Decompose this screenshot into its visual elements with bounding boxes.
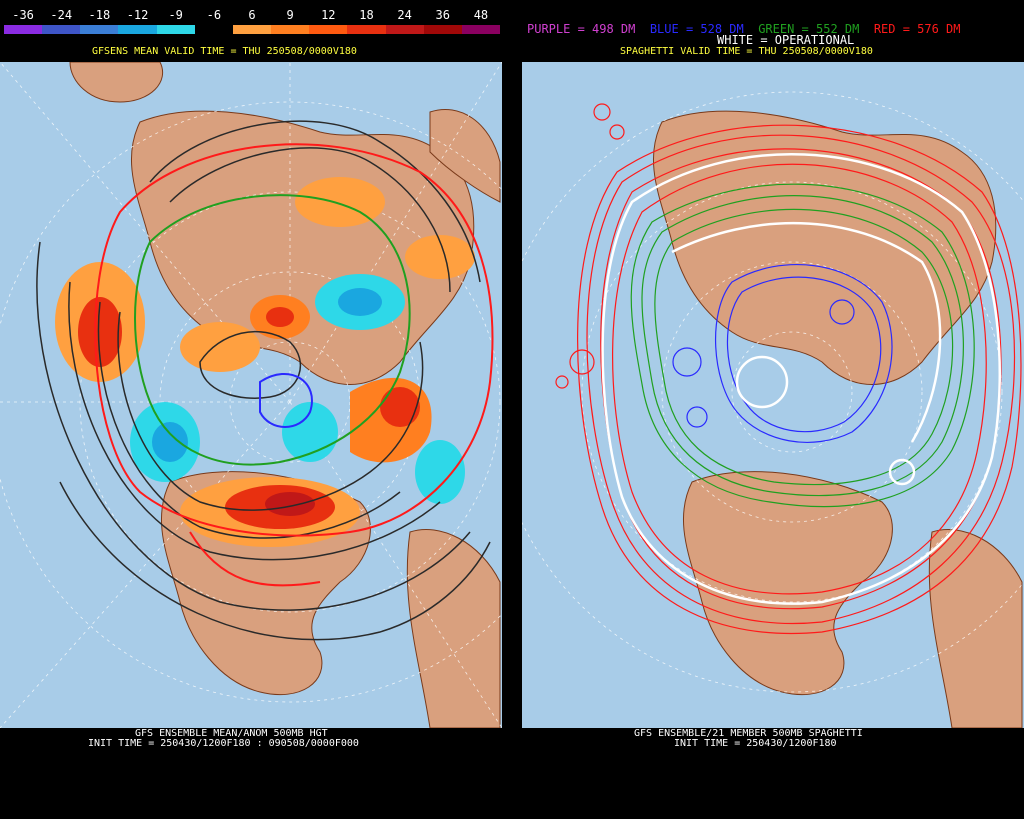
scale-label: 9 <box>286 8 294 22</box>
scale-label: 24 <box>397 8 412 22</box>
anomaly-map <box>0 62 502 728</box>
anomaly-map-panel: -36 -24 -18 -12 -9 -6 6 9 12 18 24 36 48 GFSENS MEAN… <box>0 0 502 819</box>
scale-label: 6 <box>248 8 256 22</box>
scale-label: -6 <box>206 8 222 22</box>
scale-swatch <box>118 25 157 34</box>
right-valid-time: SPAGHETTI VALID TIME = THU 250508/0000V1… <box>620 46 873 57</box>
left-valid-time: GFSENS MEAN VALID TIME = THU 250508/0000… <box>92 46 357 57</box>
scale-swatch <box>232 25 272 34</box>
scale-swatch <box>4 25 43 34</box>
scale-swatch <box>461 25 501 34</box>
spaghetti-map <box>522 62 1024 728</box>
scale-label: -24 <box>50 8 73 22</box>
left-footer-title: GFS ENSEMBLE MEAN/ANOM 500MB HGT <box>135 728 328 739</box>
scale-swatch <box>347 25 386 34</box>
scale-label: -36 <box>12 8 34 22</box>
scale-label: 48 <box>473 8 489 22</box>
spaghetti-legend: PURPLE = 498 DM BLUE = 528 DM GREEN = 55… <box>527 22 961 36</box>
legend-blue: BLUE = 528 DM <box>649 22 744 36</box>
scale-swatch <box>42 25 81 34</box>
left-footer-init: INIT TIME = 250430/1200F180 : 090508/000… <box>88 738 359 749</box>
scale-swatch <box>271 25 310 34</box>
scale-swatch <box>80 25 119 34</box>
right-footer-init: INIT TIME = 250430/1200F180 <box>674 738 837 749</box>
legend-purple: PURPLE = 498 DM <box>527 22 636 36</box>
scale-label: 18 <box>359 8 374 22</box>
scale-label: 12 <box>321 8 336 22</box>
scale-swatch <box>309 25 348 34</box>
legend-white: WHITE = OPERATIONAL <box>717 33 855 47</box>
scale-label: -12 <box>126 8 149 22</box>
anomaly-scale-labels: -36 -24 -18 -12 -9 -6 6 9 12 18 24 36 48 <box>4 8 500 22</box>
scale-label: -9 <box>168 8 183 22</box>
anomaly-color-scale <box>4 25 501 34</box>
legend-red: RED = 576 DM <box>873 22 961 36</box>
scale-label: 36 <box>435 8 450 22</box>
scale-label: -18 <box>88 8 111 22</box>
scale-swatch <box>194 25 233 34</box>
scale-swatch <box>385 25 424 34</box>
scale-swatch <box>423 25 462 34</box>
scale-swatch <box>156 25 195 34</box>
right-footer-title: GFS ENSEMBLE/21 MEMBER 500MB SPAGHETTI <box>634 728 863 739</box>
spaghetti-map-panel: PURPLE = 498 DM BLUE = 528 DM GREEN = 55… <box>522 0 1024 819</box>
legend-green: GREEN = 552 DM <box>758 22 860 36</box>
